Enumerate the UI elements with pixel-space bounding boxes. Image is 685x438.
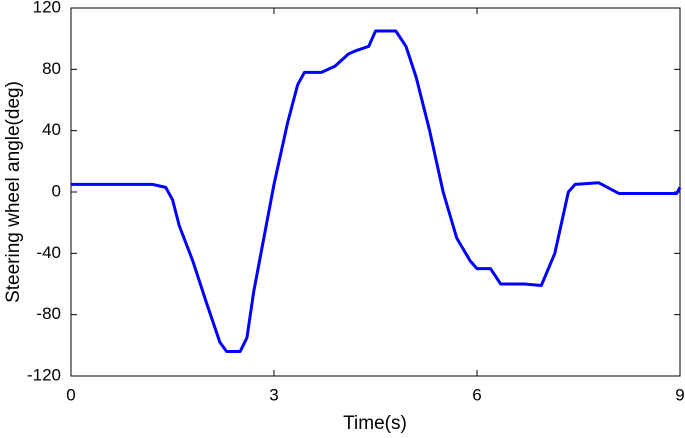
- y-tick-label: -80: [36, 304, 61, 323]
- x-tick-label: 6: [472, 385, 481, 404]
- y-tick-label: 120: [33, 0, 61, 16]
- y-tick-label: 80: [42, 59, 61, 78]
- y-tick-label: -40: [36, 243, 61, 262]
- x-tick-label: 0: [66, 385, 75, 404]
- x-axis-label: Time(s): [343, 413, 407, 434]
- y-axis-label: Steering wheel angle(deg): [3, 81, 24, 303]
- data-line: [71, 29, 682, 353]
- x-tick-label: 9: [675, 385, 684, 404]
- plot-frame: [70, 7, 681, 377]
- y-tick-label: -120: [27, 365, 61, 384]
- y-tick-label: 40: [42, 120, 61, 139]
- y-tick-label: 0: [52, 181, 61, 200]
- x-tick-label: 3: [269, 385, 278, 404]
